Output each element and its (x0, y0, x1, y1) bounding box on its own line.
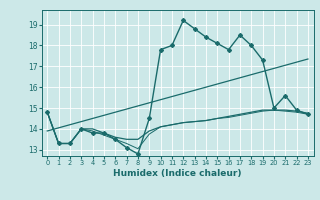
X-axis label: Humidex (Indice chaleur): Humidex (Indice chaleur) (113, 169, 242, 178)
